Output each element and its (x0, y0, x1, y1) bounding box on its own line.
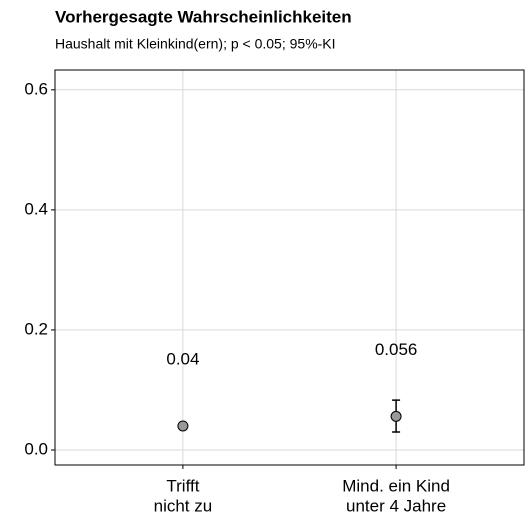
plot-border (54, 69, 525, 466)
point (390, 410, 402, 422)
y-tick-label: 0.4 (24, 199, 48, 218)
x-tick-label: nicht zu (154, 496, 213, 515)
y-tick-label: 0.6 (24, 79, 48, 98)
x-tick-label: unter 4 Jahre (346, 496, 446, 515)
point (177, 420, 189, 432)
value-label: 0.04 (166, 349, 199, 368)
chart-subtitle: Haushalt mit Kleinkind(ern); p < 0.05; 9… (55, 36, 336, 52)
value-label: 0.056 (375, 340, 418, 359)
y-tick-label: 0.0 (24, 439, 48, 458)
x-tick-label: Mind. ein Kind (342, 476, 450, 495)
x-tick-label: Trifft (166, 476, 199, 495)
y-tick-label: 0.2 (24, 319, 48, 338)
chart-title: Vorhergesagte Wahrscheinlichkeiten (55, 7, 352, 26)
